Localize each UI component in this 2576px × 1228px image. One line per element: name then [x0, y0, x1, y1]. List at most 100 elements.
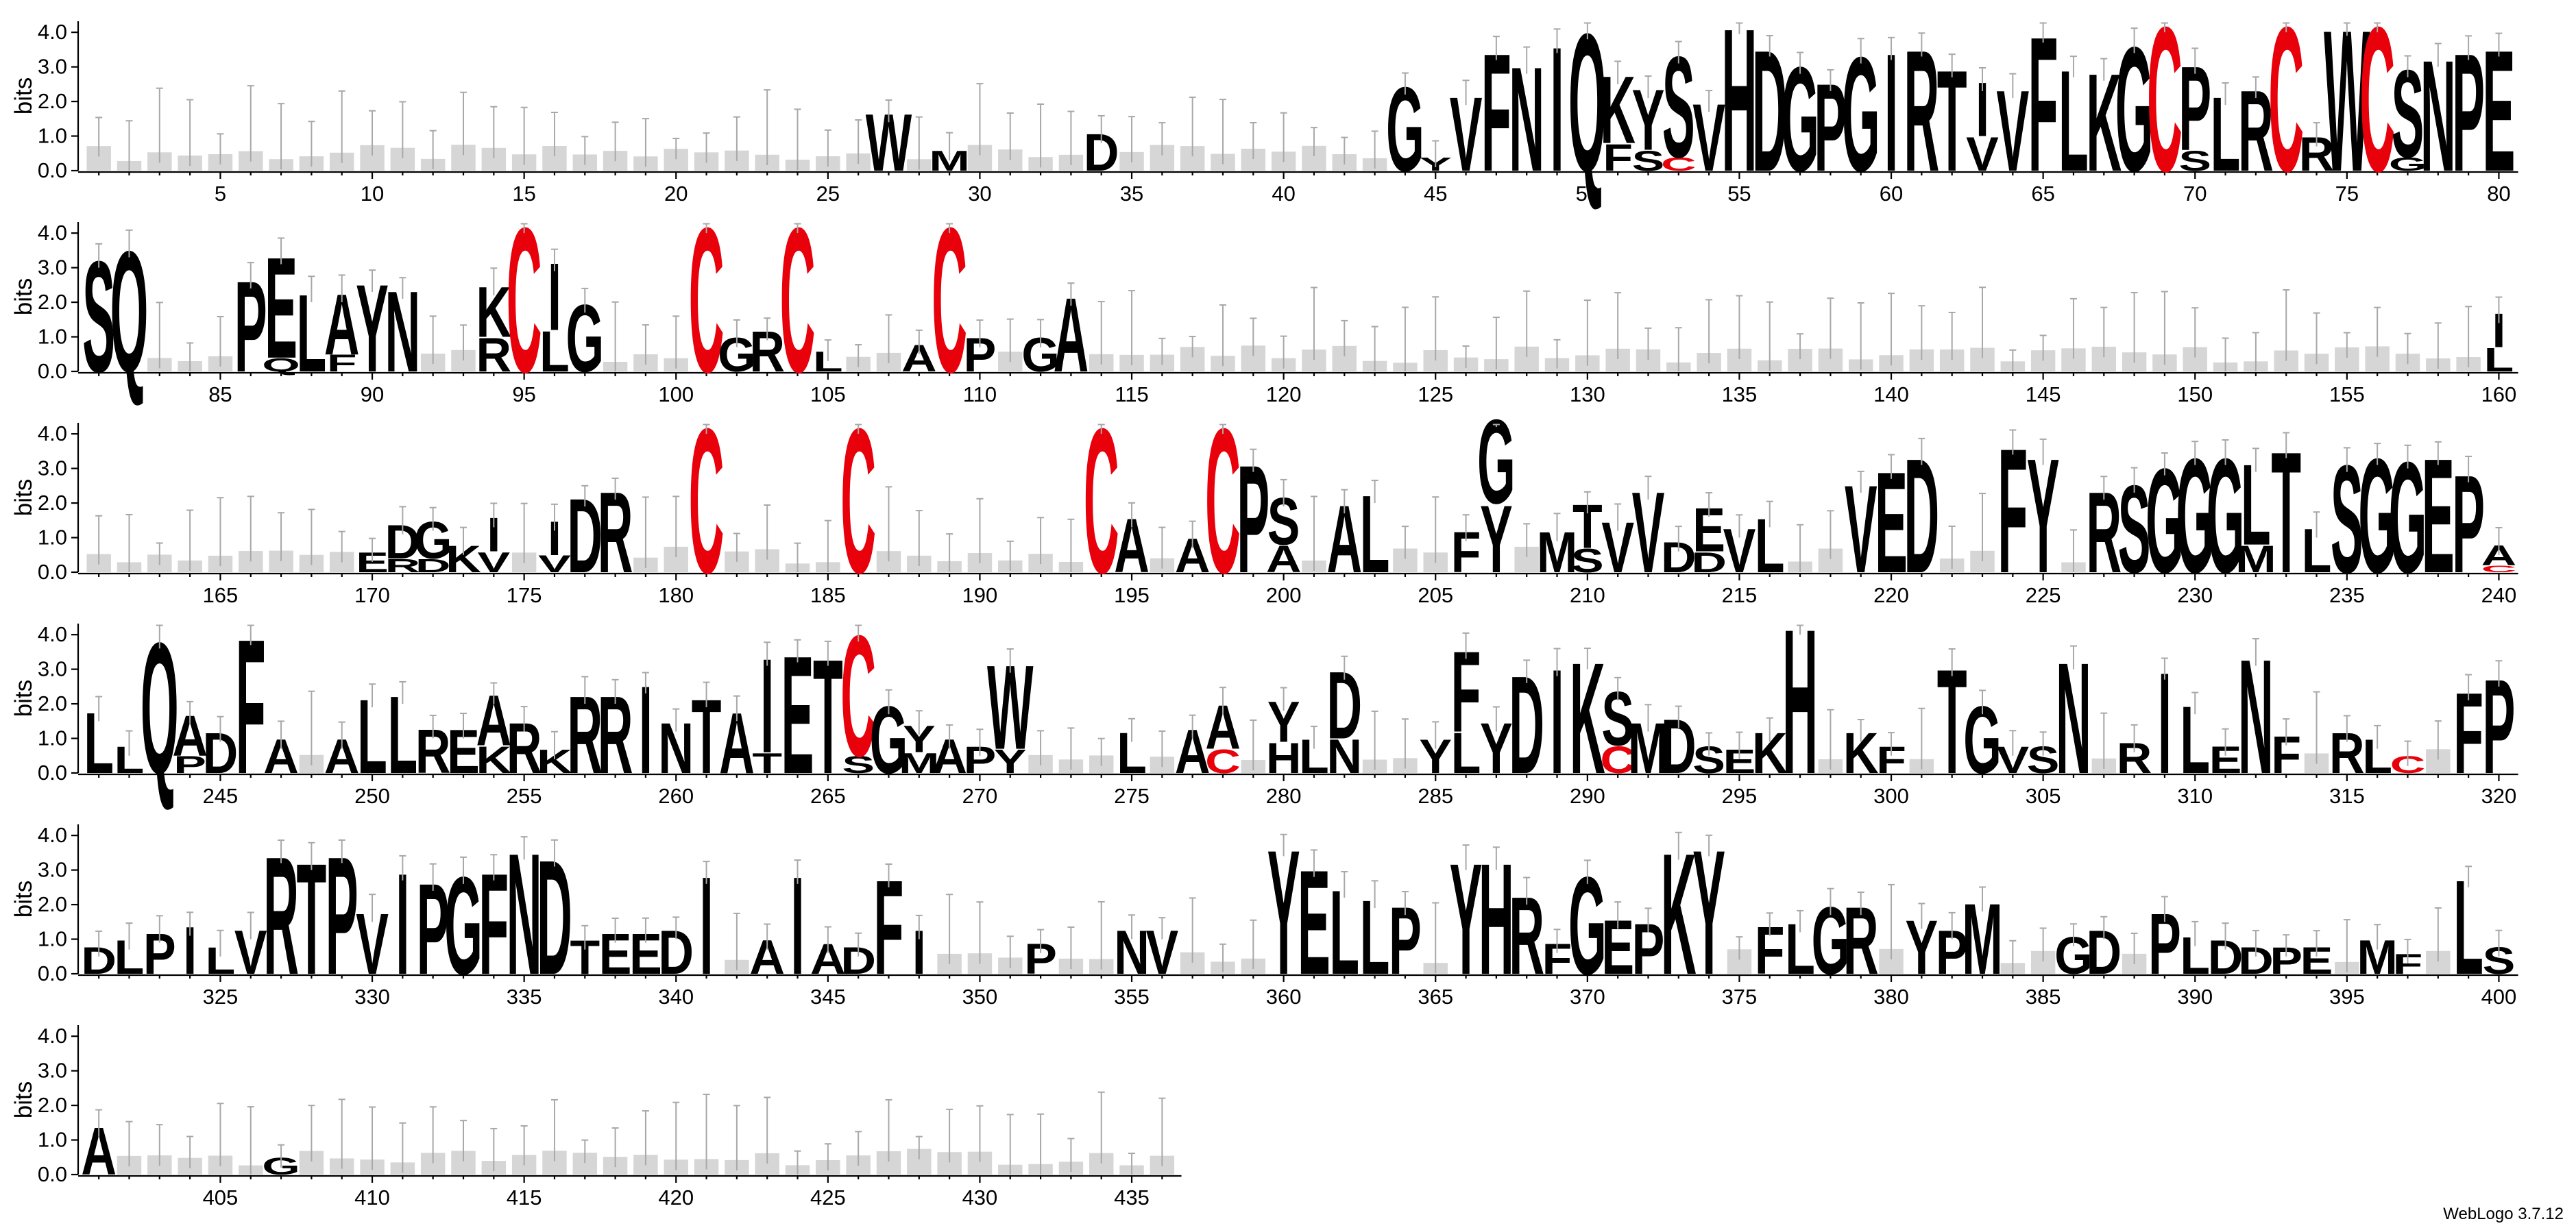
- y-axis-label: bits: [10, 1081, 37, 1118]
- x-tick-label: 395: [2329, 985, 2365, 1009]
- y-tick-label: 3.0: [38, 1059, 67, 1083]
- logo-letter-I: I: [1551, 11, 1564, 209]
- logo-letter-I: I: [1551, 639, 1564, 805]
- y-tick-label: 4.0: [38, 221, 67, 245]
- logo-letter-C: C: [2359, 0, 2395, 215]
- logo-letter-H: H: [1266, 735, 1302, 783]
- x-tick-label: 210: [1570, 583, 1605, 607]
- x-tick-label: 345: [810, 985, 846, 1009]
- y-tick-label: 0.0: [38, 158, 67, 182]
- x-tick-label: 300: [1873, 784, 1909, 808]
- x-tick-label: 350: [962, 985, 998, 1009]
- x-tick-label: 125: [1418, 382, 1453, 406]
- logo-letter-I: I: [700, 848, 714, 1004]
- x-tick-label: 245: [203, 784, 239, 808]
- x-tick-label: 400: [2481, 985, 2517, 1009]
- x-tick-label: 180: [658, 583, 694, 607]
- x-tick-label: 150: [2177, 382, 2213, 406]
- x-tick-label: 90: [361, 382, 384, 406]
- y-tick-label: 2.0: [38, 491, 67, 515]
- logo-letter-S: S: [842, 751, 875, 778]
- x-tick-label: 260: [658, 784, 694, 808]
- logo-letter-V: V: [538, 550, 571, 577]
- x-tick-label: 230: [2177, 583, 2213, 607]
- x-tick-label: 35: [1120, 182, 1143, 206]
- x-tick-label: 190: [962, 583, 998, 607]
- x-tick-label: 415: [507, 1186, 542, 1209]
- x-tick-label: 75: [2335, 182, 2359, 206]
- logo-letter-C: C: [2147, 0, 2183, 215]
- logo-letter-F: F: [1603, 136, 1633, 179]
- y-tick-label: 3.0: [38, 858, 67, 882]
- logo-letter-M: M: [899, 748, 940, 780]
- x-tick-label: 5: [215, 182, 226, 206]
- x-tick-label: 55: [1727, 182, 1751, 206]
- y-tick-label: 1.0: [38, 124, 67, 148]
- y-tick-label: 0.0: [38, 961, 67, 985]
- x-tick-label: 265: [810, 784, 846, 808]
- logo-letter-Y: Y: [994, 743, 1027, 780]
- y-tick-label: 1.0: [38, 526, 67, 550]
- logo-letter-V: V: [1966, 127, 1999, 181]
- x-tick-label: 145: [2026, 382, 2061, 406]
- x-tick-label: 325: [203, 985, 239, 1009]
- x-tick-label: 155: [2329, 382, 2365, 406]
- x-tick-label: 220: [1873, 583, 1909, 607]
- x-tick-label: 205: [1418, 583, 1453, 607]
- x-tick-label: 390: [2177, 985, 2213, 1009]
- x-tick-label: 25: [816, 182, 840, 206]
- x-tick-label: 425: [810, 1186, 846, 1209]
- logo-letter-Y: Y: [1480, 485, 1513, 593]
- logo-letter-L: L: [539, 319, 570, 384]
- x-tick-label: 355: [1114, 985, 1150, 1009]
- y-tick-label: 0.0: [38, 761, 67, 785]
- x-tick-label: 280: [1266, 784, 1302, 808]
- x-tick-label: 200: [1266, 583, 1302, 607]
- logo-letter-C: C: [840, 386, 876, 617]
- x-tick-label: 290: [1570, 784, 1605, 808]
- y-tick-label: 2.0: [38, 290, 67, 314]
- y-tick-label: 1.0: [38, 1128, 67, 1152]
- logo-letter-G: G: [2389, 154, 2427, 175]
- logo-letter-A: A: [1266, 537, 1302, 580]
- y-tick-label: 3.0: [38, 657, 67, 681]
- logo-letter-D: D: [1691, 547, 1727, 579]
- x-tick-label: 160: [2481, 382, 2517, 406]
- x-tick-label: 80: [2487, 182, 2510, 206]
- x-tick-label: 250: [354, 784, 390, 808]
- logo-letter-I: I: [396, 844, 409, 1005]
- x-tick-label: 140: [1873, 382, 1909, 406]
- x-tick-label: 370: [1570, 985, 1605, 1009]
- x-tick-label: 315: [2329, 784, 2365, 808]
- logo-letter-L: L: [2484, 341, 2514, 378]
- x-tick-label: 360: [1266, 985, 1302, 1009]
- y-tick-label: 3.0: [38, 55, 67, 79]
- x-tick-label: 285: [1418, 784, 1453, 808]
- logo-letter-I: I: [791, 848, 805, 1004]
- logo-letter-G: G: [1477, 395, 1516, 529]
- logo-letter-V: V: [477, 547, 510, 579]
- x-tick-label: 10: [361, 182, 384, 206]
- logo-letter-I: I: [1976, 66, 1989, 152]
- x-tick-label: 70: [2183, 182, 2207, 206]
- x-tick-label: 295: [1722, 784, 1758, 808]
- y-tick-label: 1.0: [38, 927, 67, 951]
- logo-letter-H: H: [1782, 587, 1818, 818]
- y-tick-label: 4.0: [38, 622, 67, 646]
- x-tick-label: 130: [1570, 382, 1605, 406]
- x-tick-label: 115: [1115, 382, 1148, 406]
- logo-letter-I: I: [548, 243, 561, 350]
- x-tick-label: 235: [2329, 583, 2365, 607]
- logo-letter-I: I: [760, 631, 774, 781]
- y-axis-label: bits: [10, 278, 37, 315]
- logo-letter-S: S: [2178, 145, 2211, 177]
- logo-letter-C: C: [1600, 738, 1636, 781]
- logo-letter-T: T: [752, 748, 782, 780]
- x-tick-label: 195: [1114, 583, 1150, 607]
- x-tick-label: 175: [507, 583, 542, 607]
- y-tick-label: 4.0: [38, 20, 67, 44]
- y-tick-label: 0.0: [38, 359, 67, 383]
- logo-letter-R: R: [476, 328, 512, 382]
- x-tick-label: 225: [2026, 583, 2061, 607]
- logo-letter-L: L: [1451, 720, 1481, 785]
